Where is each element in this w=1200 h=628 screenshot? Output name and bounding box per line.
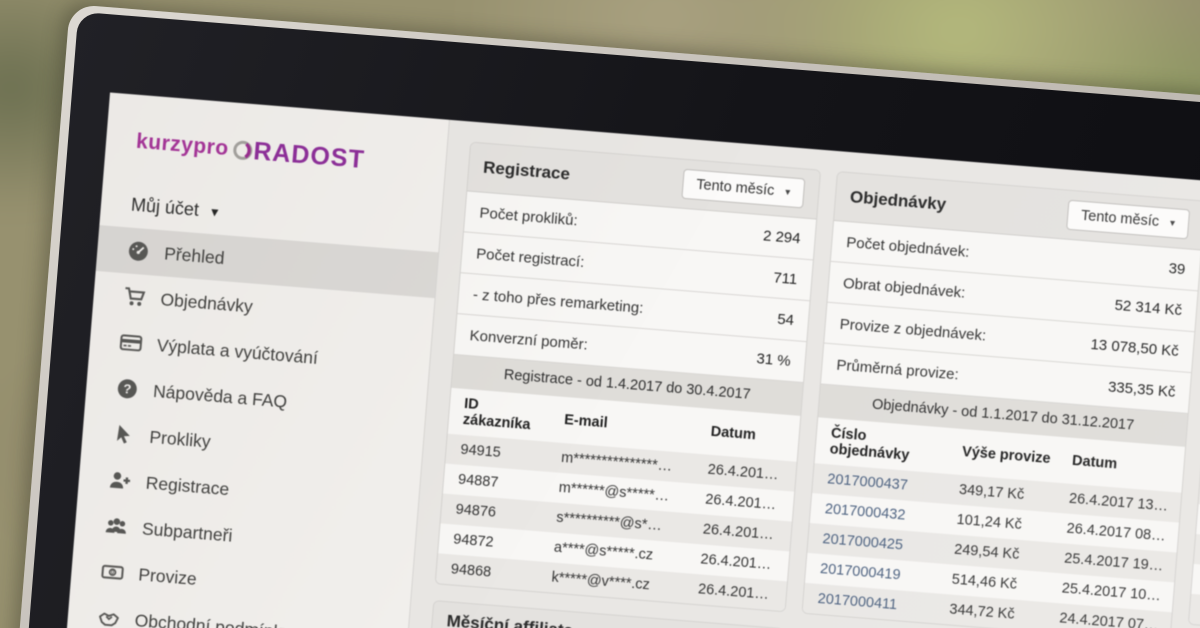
sidebar-item-prehled[interactable]: Přehled [95, 225, 439, 299]
sidebar-item-podminky[interactable]: Obchodní podmínky [66, 592, 409, 628]
logo-text-radost: RADOST [252, 136, 366, 174]
cell-date: 26.4.2017 14:35 [697, 581, 788, 606]
stat-value: 335,35 Kč [1107, 378, 1177, 401]
sidebar-item-label: Registrace [145, 472, 231, 499]
sidebar-menu: Přehled Objednávky [66, 225, 439, 628]
stat-label: Počet objednávek: [845, 233, 971, 261]
panel-title: Objednávky [849, 187, 947, 214]
users-icon [104, 515, 128, 539]
stat-label: Počet registrací: [475, 244, 586, 271]
column-registrace: Registrace Tento měsíc ▾ Počet prokliků:… [427, 141, 822, 628]
stat-label: Konverzní poměr: [469, 326, 589, 354]
banknote-icon: 0 [101, 560, 125, 584]
main-content: Registrace Tento měsíc ▾ Počet prokliků:… [377, 119, 1200, 628]
order-link[interactable]: 2017000425 [821, 531, 904, 554]
stat-value: 52 314 Kč [1114, 296, 1183, 319]
svg-text:0: 0 [111, 570, 115, 576]
order-link[interactable]: 2017000437 [826, 471, 909, 494]
cart-icon [123, 285, 147, 309]
registrace-table: ID zákazníka E-mail Datum 94915 m*******… [435, 388, 801, 612]
handshake-icon [97, 606, 121, 628]
order-link[interactable]: 2017000419 [819, 561, 902, 584]
stat-value: 13 078,50 Kč [1089, 335, 1180, 360]
stat-value: 54 [776, 310, 795, 329]
sidebar-item-prokliky[interactable]: Prokliky [81, 408, 424, 481]
logo-text-kurzypro: kurzypro [135, 129, 230, 161]
logo-ring-icon [230, 137, 256, 168]
panel-title: Měsíční affiliate bonifikace [445, 611, 574, 628]
sidebar-item-label: Výplata a vyúčtování [156, 334, 319, 368]
credit-card-icon [119, 331, 143, 355]
sidebar-item-label: Prokliky [148, 426, 212, 452]
stat-label: Provize z objednávek: [839, 315, 987, 345]
table-row: Affiliate provize [1188, 593, 1200, 628]
stat-label: Počet prokliků: [478, 204, 579, 229]
stat-label: Průměrná provize: [835, 356, 960, 383]
sidebar-item-label: Obchodní podmínky [134, 609, 292, 628]
laptop: kurzypro RADOST Můj účet ▼ [0, 4, 1200, 628]
panel-registrace: Registrace Tento měsíc ▾ Počet prokliků:… [434, 141, 822, 613]
stat-value: 2 294 [762, 226, 802, 247]
period-dropdown[interactable]: Tento měsíc ▾ [681, 168, 806, 209]
account-label: Můj účet [130, 194, 200, 220]
svg-text:?: ? [123, 381, 132, 397]
screen: kurzypro RADOST Můj účet ▼ [37, 92, 1200, 628]
panel-objednavky: Objednávky Tento měsíc ▾ Počet objednáve… [801, 171, 1200, 628]
panel-title: Registrace [482, 157, 571, 184]
column-objednavky: Objednávky Tento měsíc ▾ Počet objednáve… [795, 171, 1200, 628]
question-circle-icon: ? [115, 377, 139, 401]
period-dropdown-label: Tento měsíc [695, 176, 775, 200]
sidebar: kurzypro RADOST Můj účet ▼ [37, 92, 450, 628]
cell-type: Affiliate provize [1189, 594, 1200, 628]
stat-label: Obrat objednávek: [842, 274, 966, 302]
sidebar-item-label: Objednávky [159, 288, 254, 317]
sidebar-item-label: Subpartneři [141, 518, 234, 546]
stat-value: 31 % [755, 349, 792, 370]
sidebar-item-registrace[interactable]: Registrace [77, 454, 420, 527]
col-id: ID zákazníka [462, 395, 532, 434]
order-link[interactable]: 2017000432 [824, 501, 906, 524]
stat-label: - z toho přes remarketing: [472, 285, 645, 317]
sidebar-item-provize[interactable]: 0 Provize [70, 546, 413, 619]
period-dropdown-label: Tento měsíc [1080, 207, 1160, 231]
sidebar-item-objednavky[interactable]: Objednávky [92, 271, 435, 344]
chevron-down-icon: ▼ [208, 204, 222, 220]
laptop-bezel: kurzypro RADOST Můj účet ▼ [0, 11, 1200, 628]
sidebar-item-label: Přehled [163, 242, 226, 268]
brand-logo[interactable]: kurzypro RADOST [104, 116, 447, 189]
stat-value: 711 [772, 268, 798, 288]
stat-value: 39 [1168, 259, 1186, 278]
sidebar-item-label: Provize [137, 563, 198, 589]
caret-down-icon: ▾ [1169, 217, 1176, 229]
sidebar-item-vyplata[interactable]: Výplata a vyúčtování [88, 317, 431, 390]
user-plus-icon [108, 469, 132, 493]
caret-down-icon: ▾ [784, 186, 791, 198]
sidebar-item-subpartneri[interactable]: Subpartneři [74, 500, 417, 573]
col-date: Datum [710, 423, 757, 444]
objednavky-table: Číslo objednávky Výše provize Datum 2017… [802, 417, 1186, 628]
cursor-icon [112, 423, 136, 447]
speedometer-icon [127, 239, 151, 263]
stav-table: Druh provize Affiliate provize Affiliate… [1188, 444, 1200, 628]
sidebar-item-label: Nápověda a FAQ [152, 380, 288, 412]
order-link[interactable]: 2017000411 [817, 590, 898, 614]
sidebar-item-napoveda[interactable]: ? Nápověda a FAQ [85, 363, 428, 436]
period-dropdown[interactable]: Tento měsíc ▾ [1065, 199, 1191, 240]
